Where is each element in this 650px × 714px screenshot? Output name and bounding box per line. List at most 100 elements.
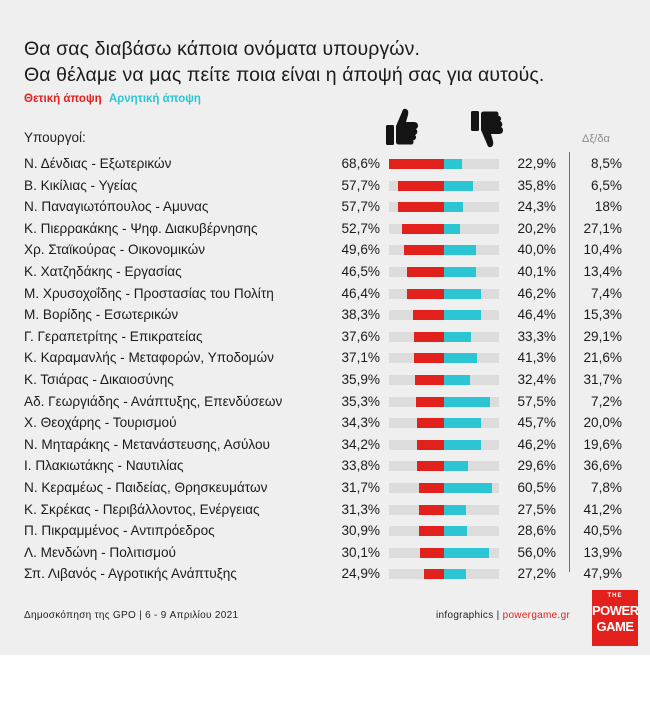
positive-bar xyxy=(397,202,444,213)
negative-value-label: 24,3% xyxy=(517,199,556,215)
negative-value-label: 28,6% xyxy=(517,523,556,539)
title-line-1: Θα σας διαβάσω κάποια ονόματα υπουργών. xyxy=(24,38,420,60)
dk-value-label: 8,5% xyxy=(591,156,622,171)
positive-value-label: 35,9% xyxy=(341,372,380,387)
positive-bar xyxy=(415,375,444,385)
table-row: Χρ. Σταϊκούρας - Οικονομικών 49,6% 40,0% 10… xyxy=(0,240,650,262)
minister-label: Ν. Μηταράκης - Μετανάστευσης, Ασύλου xyxy=(24,436,270,452)
thumbs-down-icon xyxy=(471,111,503,148)
minister-label: Μ. Χρυσοχοΐδης - Προστασίας του Πολίτη xyxy=(24,285,274,301)
negative-bar xyxy=(444,202,464,213)
dk-value-label: 10,4% xyxy=(583,242,622,258)
table-row: Κ. Χατζηδάκης - Εργασίας 46,5% 40,1% 13,4% xyxy=(0,262,650,284)
logo-line-2: GAME xyxy=(596,619,635,634)
positive-bar xyxy=(404,245,444,256)
table-row: Αδ. Γεωργιάδης - Ανάπτυξης, Επενδύσεων 35… xyxy=(0,392,650,414)
minister-label: Κ. Τσιάρας - Δικαιοσύνης xyxy=(24,372,174,387)
logo-the: THE xyxy=(607,593,623,599)
legend-negative: Αρνητική άποψη xyxy=(108,93,201,105)
positive-value-label: 37,1% xyxy=(341,350,380,366)
dk-value-label: 36,6% xyxy=(583,458,622,474)
negative-value-label: 46,2% xyxy=(517,285,556,301)
table-row: Κ. Τσιάρας - Δικαιοσύνης 35,9% 32,4% 31,7% xyxy=(0,370,650,392)
positive-value-label: 37,6% xyxy=(341,328,380,344)
table-row: Ν. Μηταράκης - Μετανάστευσης, Ασύλου 34,2… xyxy=(0,435,650,457)
dk-value-label: 7,2% xyxy=(591,393,622,409)
minister-label: Β. Κικίλιας - Υγείας xyxy=(24,177,138,193)
minister-label: Χρ. Σταϊκούρας - Οικονομικών xyxy=(24,242,206,258)
dk-value-label: 15,3% xyxy=(583,307,622,323)
positive-bar xyxy=(415,396,444,407)
minister-label: Ν. Παναγιωτόπουλος - Αμυνας xyxy=(24,199,209,215)
negative-bar xyxy=(444,418,481,429)
positive-bar xyxy=(406,267,444,277)
minister-label: Κ. Χατζηδάκης - Εργασίας xyxy=(24,264,182,279)
footer-brand-link[interactable]: powergame.gr xyxy=(502,610,571,621)
negative-bar xyxy=(444,353,478,364)
dk-value-label: 40,5% xyxy=(583,523,622,539)
negative-value-label: 40,0% xyxy=(517,242,556,258)
positive-value-label: 57,7% xyxy=(341,199,380,215)
column-header-dk: Δξ/δα xyxy=(582,133,610,145)
dk-value-label: 7,8% xyxy=(591,480,622,495)
table-row: Μ. Χρυσοχοΐδης - Προστασίας του Πολίτη 46… xyxy=(0,284,650,306)
negative-value-label: 33,3% xyxy=(517,328,556,344)
negative-value-label: 57,5% xyxy=(517,393,556,409)
dk-value-label: 18% xyxy=(594,199,622,215)
thumbs-up-icon xyxy=(386,108,418,145)
negative-bar xyxy=(444,375,470,385)
table-row: Σπ. Λιβανός - Αγροτικής Ανάπτυξης 24,9% 27… xyxy=(0,564,650,586)
dk-value-label: 6,5% xyxy=(591,177,622,193)
positive-bar xyxy=(406,288,444,299)
positive-value-label: 46,5% xyxy=(341,264,380,279)
minister-label: Μ. Βορίδης - Εσωτερικών xyxy=(24,307,179,323)
negative-bar xyxy=(444,526,467,537)
negative-value-label: 29,6% xyxy=(517,458,556,474)
minister-label: Χ. Θεοχάρης - Τουρισμού xyxy=(24,415,177,431)
positive-bar xyxy=(416,439,444,450)
logo-line-1: POWER xyxy=(592,603,639,618)
positive-value-label: 31,7% xyxy=(341,480,380,495)
table-row: Ν. Δένδιας - Εξωτερικών 68,6% 22,9% 8,5% xyxy=(0,154,650,176)
negative-bar xyxy=(444,439,481,450)
negative-bar xyxy=(444,267,477,277)
negative-value-label: 27,5% xyxy=(517,501,556,517)
column-header-ministers: Υπουργοί: xyxy=(24,130,86,145)
dk-value-label: 31,7% xyxy=(583,372,622,387)
minister-label: Ν. Δένδιας - Εξωτερικών xyxy=(24,156,172,171)
negative-value-label: 41,3% xyxy=(517,350,556,366)
positive-value-label: 38,3% xyxy=(341,307,380,323)
positive-value-label: 33,8% xyxy=(341,458,380,474)
positive-bar xyxy=(416,461,444,472)
positive-bar xyxy=(418,483,444,493)
table-row: Π. Πικραμμένος - Αντιπρόεδρος 30,9% 28,6% 4… xyxy=(0,521,650,543)
negative-bar xyxy=(444,461,468,472)
positive-bar xyxy=(419,547,444,558)
positive-bar xyxy=(419,526,444,537)
negative-bar xyxy=(444,180,473,191)
table-row: Μ. Βορίδης - Εσωτερικών 38,3% 46,4% 15,3% xyxy=(0,305,650,327)
positive-bar xyxy=(401,223,444,234)
dk-value-label: 47,9% xyxy=(583,566,622,582)
minister-label: Γ. Γεραπετρίτης - Επικρατείας xyxy=(24,328,203,344)
positive-bar xyxy=(414,353,444,364)
title-line-2: Θα θέλαμε να μας πείτε ποια είναι η άποψ… xyxy=(24,64,545,86)
negative-bar xyxy=(444,504,466,515)
positive-value-label: 57,7% xyxy=(341,177,380,193)
negative-bar xyxy=(444,245,476,256)
negative-bar xyxy=(444,159,463,169)
table-row: Β. Κικίλιας - Υγείας 57,7% 35,8% 6,5% xyxy=(0,176,650,198)
negative-bar xyxy=(444,569,466,580)
positive-value-label: 34,3% xyxy=(341,415,380,431)
positive-bar xyxy=(389,159,444,169)
footer-source: Δημοσκόπηση της GPO | 6 - 9 Απριλίου 202… xyxy=(24,610,239,621)
table-row: Κ. Σκρέκας - Περιβάλλοντος, Ενέργειας 31,… xyxy=(0,500,650,522)
minister-label: Κ. Καραμανλής - Μεταφορών, Υποδομών xyxy=(24,350,274,366)
dk-value-label: 7,4% xyxy=(591,285,622,301)
positive-value-label: 24,9% xyxy=(341,566,380,582)
minister-label: Λ. Μενδώνη - Πολιτισμού xyxy=(24,544,176,560)
positive-value-label: 52,7% xyxy=(341,220,380,236)
dk-value-label: 29,1% xyxy=(583,328,622,344)
negative-bar xyxy=(444,483,493,493)
minister-label: Ν. Κεραμέως - Παιδείας, Θρησκευμάτων xyxy=(24,480,268,495)
